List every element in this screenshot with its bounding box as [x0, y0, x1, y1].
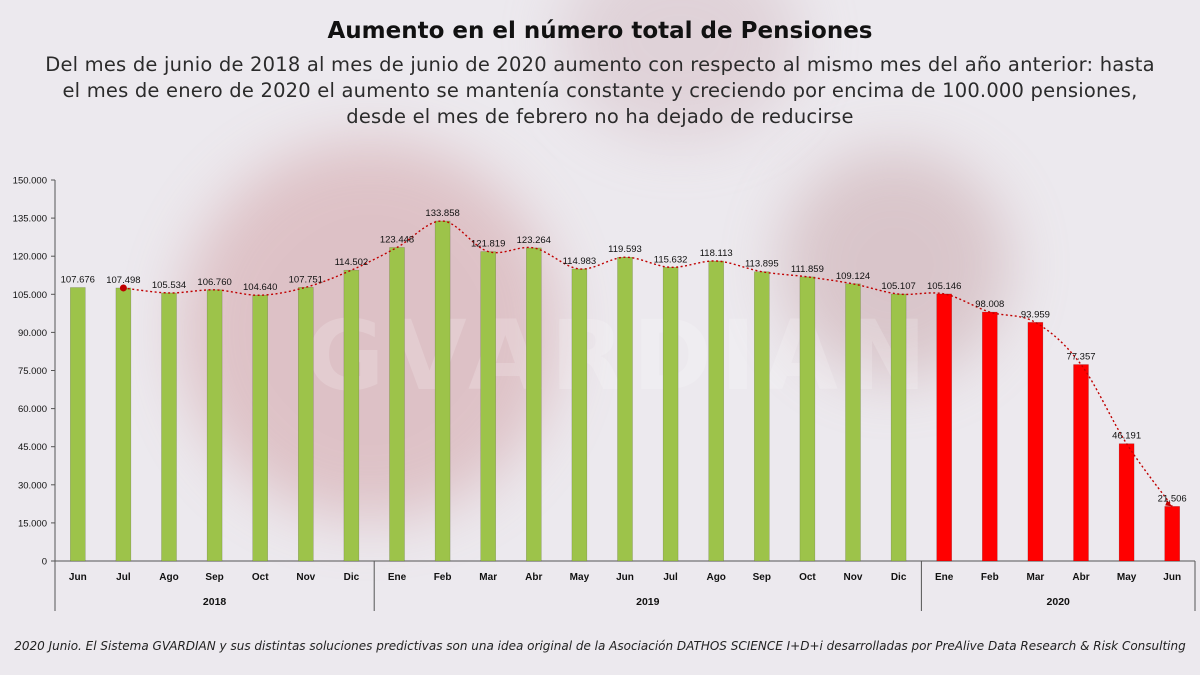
bar-24: [1164, 506, 1180, 562]
x-tick-label: Mar: [479, 572, 497, 583]
data-label: 133.858: [425, 208, 459, 219]
data-label: 114.502: [335, 257, 369, 268]
x-tick-label: Ene: [388, 572, 407, 583]
data-label: 105.146: [927, 281, 961, 292]
bar-chart: 0 15.000 30.000 45.000 60.000 75.000 90.000 105…: [13, 176, 1196, 611]
x-tick-label: Ago: [159, 572, 178, 583]
background-blob: [180, 140, 560, 520]
data-label: 21.506: [1158, 493, 1187, 504]
x-tick-label: Ene: [935, 572, 954, 583]
bar-8: [434, 220, 451, 562]
x-tick-label: Dic: [344, 572, 360, 583]
x-tick-label: Mar: [1027, 572, 1045, 583]
data-label: 119.593: [608, 244, 642, 255]
trend-start-marker: [119, 284, 127, 292]
x-tick-label: Abr: [1072, 572, 1089, 583]
y-tick-label: 45.000: [18, 442, 47, 453]
trend-arrowhead: [1165, 500, 1173, 507]
y-tick-label: 90.000: [18, 328, 47, 339]
x-tick-label: Feb: [981, 572, 999, 583]
data-label: 114.983: [563, 256, 597, 267]
data-label: 93.959: [1021, 309, 1050, 320]
bar-16: [799, 276, 816, 562]
y-tick-label: 15.000: [18, 518, 47, 529]
x-tick-label: Sep: [753, 572, 771, 583]
x-tick-label: Jul: [663, 572, 678, 583]
y-tick-label: 30.000: [18, 480, 47, 491]
y-tick-label: 60.000: [18, 404, 47, 415]
bar-14: [708, 260, 724, 562]
x-tick-label: Dic: [891, 572, 907, 583]
data-label: 107.676: [61, 275, 95, 286]
data-label: 46.191: [1112, 431, 1141, 442]
data-label: 113.895: [745, 259, 779, 270]
trend-line: [123, 220, 1173, 507]
x-tick-label: Oct: [252, 572, 269, 583]
x-tick-label: May: [1117, 572, 1137, 583]
x-tick-label: Nov: [296, 572, 315, 583]
x-tick-label: Jun: [69, 572, 87, 583]
data-label: 77.357: [1066, 352, 1095, 363]
bar-13: [662, 267, 679, 562]
y-tick-label: 150.000: [13, 176, 47, 187]
bar-0: [70, 287, 86, 562]
chart-subtitle: Del mes de junio de 2018 al mes de junio…: [45, 53, 1155, 128]
bar-5: [298, 287, 314, 562]
bar-22: [1073, 364, 1089, 562]
data-label: 118.113: [700, 248, 733, 259]
x-tick-label: May: [570, 572, 590, 583]
data-label: 106.760: [197, 277, 231, 288]
x-tick-label: Abr: [525, 572, 542, 583]
bar-9: [480, 251, 496, 562]
x-tick-label: Oct: [799, 572, 816, 583]
bar-2: [161, 292, 177, 562]
chart-title: Aumento en el número total de Pensiones: [327, 18, 873, 44]
bar-21: [1027, 322, 1044, 562]
bar-19: [936, 293, 952, 562]
data-label: 123.448: [380, 234, 414, 245]
bar-23: [1118, 443, 1135, 562]
bar-12: [617, 256, 633, 562]
data-label: 111.859: [791, 264, 824, 275]
data-label: 107.751: [289, 274, 323, 285]
bar-6: [343, 269, 360, 562]
year-label: 2019: [636, 596, 660, 608]
bar-18: [890, 293, 907, 562]
x-tick-label: Sep: [205, 572, 223, 583]
data-label: 104.640: [243, 282, 277, 293]
bar-3: [206, 289, 223, 562]
y-tick-label: 75.000: [18, 366, 47, 377]
bar-7: [389, 247, 405, 562]
year-label: 2020: [1047, 596, 1071, 608]
watermark-logo: GVARDIAN: [270, 300, 970, 412]
x-tick-label: Feb: [434, 572, 452, 583]
data-label: 121.819: [471, 239, 505, 250]
bar-10: [526, 247, 542, 562]
y-tick-label: 0: [42, 557, 47, 568]
x-tick-label: Jul: [116, 572, 131, 583]
data-label: 115.632: [654, 254, 688, 265]
data-label: 105.107: [881, 281, 915, 292]
footer-credit: 2020 Junio. El Sistema GVARDIAN y sus di…: [14, 639, 1186, 653]
y-tick-label: 135.000: [13, 214, 47, 225]
data-label: 105.534: [152, 280, 186, 291]
y-tick-label: 105.000: [13, 290, 47, 301]
x-tick-label: Jun: [1163, 572, 1181, 583]
data-label: 109.124: [836, 271, 870, 282]
x-tick-label: Ago: [706, 572, 725, 583]
bar-15: [754, 271, 770, 562]
bar-11: [571, 268, 588, 562]
x-tick-label: Jun: [616, 572, 634, 583]
data-label: 123.264: [517, 235, 551, 246]
year-label: 2018: [203, 596, 227, 608]
data-label: 98.008: [975, 299, 1004, 310]
bar-4: [252, 294, 268, 562]
bar-20: [982, 311, 998, 562]
x-tick-label: Nov: [844, 572, 863, 583]
bar-1: [115, 287, 132, 562]
bar-17: [845, 283, 861, 562]
data-label: 107.498: [106, 275, 140, 286]
y-tick-label: 120.000: [13, 252, 47, 263]
